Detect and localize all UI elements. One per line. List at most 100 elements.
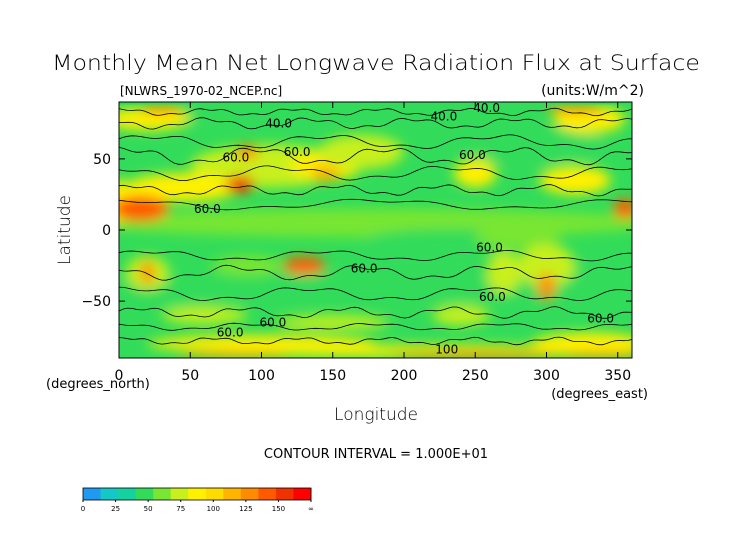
- file-label: [NLWRS_1970-02_NCEP.nc]: [120, 84, 282, 98]
- field-patch: [546, 104, 604, 114]
- colorbar-swatch: [170, 488, 189, 500]
- field-patch: [140, 261, 155, 285]
- field-patch: [537, 272, 556, 302]
- x-tick-label: 200: [391, 368, 418, 384]
- field-patch: [211, 255, 283, 276]
- colorbar-tick-label: 150: [272, 505, 285, 513]
- colorbar-swatch: [188, 488, 207, 500]
- colorbar-swatch: [153, 488, 172, 500]
- colorbar-tick-label: 25: [111, 505, 120, 513]
- colorbar-swatch: [258, 488, 277, 500]
- colorbar-tick-label: 0: [81, 505, 85, 513]
- colorbar-tick-label: 125: [239, 505, 252, 513]
- field-patch: [147, 335, 376, 353]
- contour-line: [119, 198, 632, 211]
- colorbar-swatch: [135, 488, 154, 500]
- contour-line: [119, 117, 632, 130]
- colorbar-tick-label: ∞: [308, 505, 314, 513]
- chart-title: Monthly Mean Net Longwave Radiation Flux…: [52, 51, 700, 75]
- contour-interval-label: CONTOUR INTERVAL = 1.000E+01: [264, 447, 488, 462]
- y-axis-label: Latitude: [55, 195, 75, 265]
- contour-label: 40.0: [431, 109, 458, 123]
- field-patch: [539, 166, 611, 195]
- contour-label: 60.0: [459, 148, 486, 162]
- colorbar-swatch: [83, 488, 102, 500]
- contour-label: 60.0: [217, 326, 244, 340]
- contour-line: [119, 134, 632, 150]
- field-patch: [560, 352, 632, 358]
- field-patch: [432, 305, 490, 326]
- field-patch: [119, 208, 632, 238]
- contour-line: [119, 322, 632, 331]
- x-tick-label: 50: [181, 368, 199, 384]
- field-patch: [140, 104, 184, 114]
- colorbar-tick-label: 50: [144, 505, 153, 513]
- contour-line: [119, 107, 632, 117]
- colorbar-swatch: [223, 488, 242, 500]
- colorbar-swatch: [205, 488, 224, 500]
- field-patch: [453, 158, 497, 188]
- units-label: (units:W/m^2): [541, 83, 644, 99]
- y-tick-label: −50: [81, 294, 111, 310]
- y-tick-label: 0: [102, 223, 111, 239]
- field-patch: [613, 198, 632, 219]
- field-layer: [119, 104, 632, 358]
- contour-label: 60.0: [260, 316, 287, 330]
- colorbar-swatch: [100, 488, 119, 500]
- field-patch: [486, 251, 521, 294]
- field-patch: [311, 164, 340, 182]
- x-tick-label: 0: [115, 368, 124, 384]
- field-patch: [282, 257, 326, 275]
- x-unit-label: (degrees_east): [551, 387, 648, 402]
- field-patch: [225, 175, 255, 194]
- contour-label: 60.0: [351, 262, 378, 276]
- contour-line: [119, 264, 632, 281]
- x-tick-label: 150: [319, 368, 346, 384]
- contour-line: [119, 147, 632, 166]
- contour-label-layer: 40.0 40.0 40.0 60.0 60.0 60.0 60.0 60.0 60.0 60.0…: [194, 101, 614, 357]
- colorbar: 0 25 50 75 100 125 150 ∞: [81, 487, 314, 513]
- colorbar-tick-label: 100: [207, 505, 220, 513]
- contour-line: [119, 249, 632, 262]
- field-patch: [176, 352, 290, 358]
- plot-area: 40.0 40.0 40.0 60.0 60.0 60.0 60.0 60.0 60.0 60.0…: [119, 101, 632, 358]
- colorbar-swatch: [275, 488, 294, 500]
- field-patch: [275, 315, 390, 330]
- colorbar-swatch: [240, 488, 259, 500]
- field-patch: [318, 134, 404, 169]
- contour-label: 60.0: [479, 290, 506, 304]
- colorbar-frame: [82, 487, 312, 501]
- colorbar-swatch: [293, 488, 312, 500]
- contour-line: [119, 286, 632, 301]
- contour-layer: [119, 107, 632, 346]
- contour-label: 40.0: [473, 101, 500, 115]
- contour-line: [119, 165, 632, 182]
- x-tick-label: 300: [533, 368, 560, 384]
- field-patch: [119, 195, 169, 222]
- x-tick-label: 350: [604, 368, 631, 384]
- contour-line: [119, 184, 632, 197]
- x-axis-label: Longitude: [334, 405, 418, 425]
- field-patch: [475, 225, 561, 249]
- contour-line: [119, 336, 632, 346]
- colorbar-tick-label: 75: [176, 505, 185, 513]
- x-axis-ticks: 0 50 100 150 200 250 300 350: [115, 102, 631, 384]
- y-axis-ticks: 50 0 −50: [81, 152, 632, 310]
- contour-label: 60.0: [194, 202, 221, 216]
- y-tick-label: 50: [93, 152, 111, 168]
- contour-label: 40.0: [265, 117, 292, 131]
- field-patch: [161, 306, 248, 324]
- contour-line: [119, 306, 632, 319]
- x-tick-label: 100: [248, 368, 275, 384]
- field-patch: [461, 127, 604, 162]
- contour-label: 60.0: [284, 145, 311, 159]
- contour-label: 60.0: [222, 151, 249, 165]
- contour-label: 60.0: [587, 311, 614, 325]
- contour-label: 60.0: [476, 240, 503, 254]
- field-patch: [532, 332, 632, 356]
- x-tick-label: 250: [462, 368, 489, 384]
- field-patch: [126, 173, 241, 202]
- y-unit-label: (degrees_north): [46, 377, 150, 392]
